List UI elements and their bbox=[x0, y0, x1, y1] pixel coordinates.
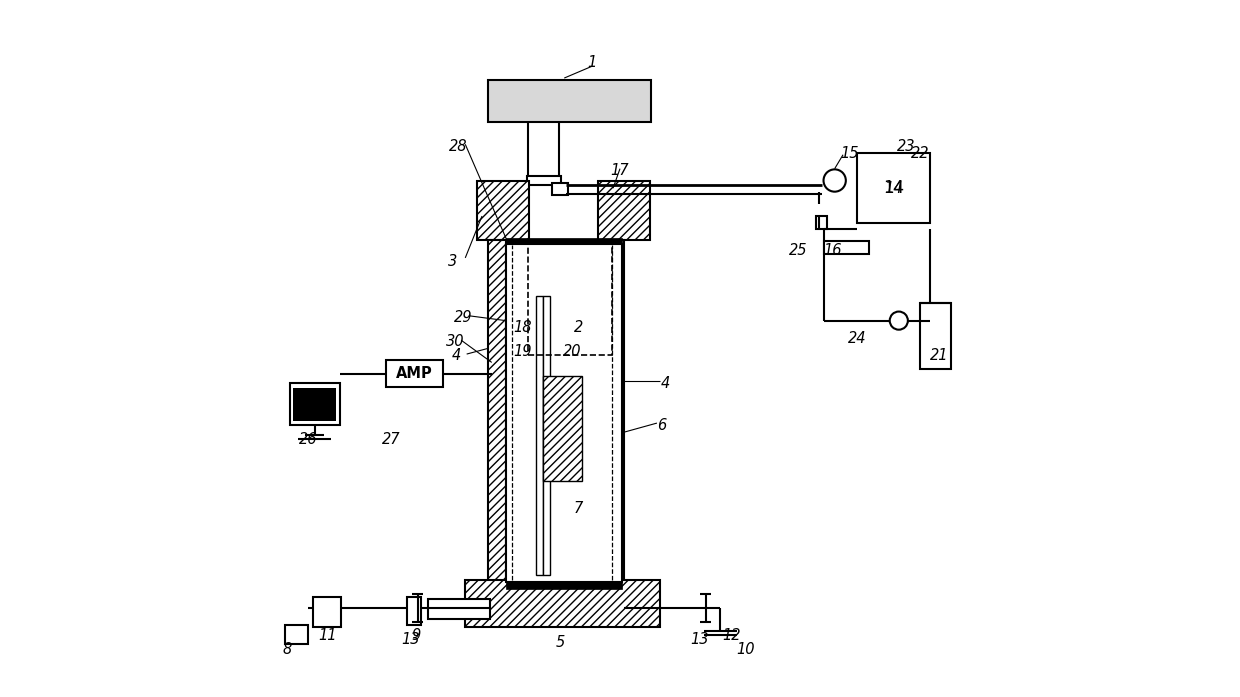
Text: 4: 4 bbox=[451, 348, 461, 363]
Bar bbox=[506, 244, 622, 582]
Text: 14: 14 bbox=[883, 179, 904, 197]
Bar bbox=[293, 388, 336, 421]
Bar bbox=[543, 376, 582, 481]
Text: 14: 14 bbox=[884, 181, 903, 196]
Text: 30: 30 bbox=[446, 334, 465, 349]
Bar bbox=[552, 183, 568, 195]
Bar bbox=[487, 80, 651, 122]
Text: 15: 15 bbox=[841, 146, 859, 161]
Bar bbox=[598, 181, 650, 240]
Text: 25: 25 bbox=[789, 243, 807, 259]
Bar bbox=[920, 303, 951, 369]
Bar bbox=[285, 625, 308, 644]
Text: 13: 13 bbox=[691, 632, 709, 648]
Bar bbox=[386, 360, 443, 387]
Text: 23: 23 bbox=[897, 139, 915, 154]
Text: 20: 20 bbox=[563, 344, 582, 360]
Text: 24: 24 bbox=[848, 330, 867, 346]
Bar bbox=[487, 240, 506, 589]
Text: 11: 11 bbox=[317, 628, 336, 643]
Text: 13: 13 bbox=[402, 632, 420, 648]
Bar bbox=[477, 181, 529, 240]
Circle shape bbox=[823, 169, 846, 192]
Text: 16: 16 bbox=[823, 243, 842, 259]
Bar bbox=[527, 176, 560, 185]
Text: 4: 4 bbox=[661, 376, 670, 391]
Text: 28: 28 bbox=[449, 139, 467, 154]
Bar bbox=[543, 296, 551, 575]
Bar bbox=[506, 582, 622, 589]
Text: 9: 9 bbox=[412, 628, 422, 643]
Text: 1: 1 bbox=[588, 55, 596, 70]
Bar bbox=[408, 597, 422, 625]
Bar bbox=[506, 238, 622, 245]
Text: 3: 3 bbox=[448, 254, 458, 269]
Bar bbox=[536, 296, 543, 575]
Bar bbox=[314, 597, 341, 627]
Text: 27: 27 bbox=[382, 431, 401, 447]
Text: 26: 26 bbox=[299, 431, 317, 447]
Text: 17: 17 bbox=[611, 163, 629, 178]
Text: 2: 2 bbox=[574, 320, 583, 335]
Text: 10: 10 bbox=[737, 642, 755, 657]
Text: 6: 6 bbox=[657, 418, 666, 433]
Bar bbox=[528, 244, 611, 355]
Bar bbox=[290, 383, 340, 425]
Bar bbox=[816, 216, 827, 229]
Text: 22: 22 bbox=[910, 146, 929, 161]
Bar bbox=[825, 241, 869, 254]
Text: 18: 18 bbox=[513, 320, 532, 335]
Bar bbox=[857, 153, 930, 223]
Text: 21: 21 bbox=[930, 348, 949, 363]
Text: 19: 19 bbox=[513, 344, 532, 360]
Circle shape bbox=[890, 312, 908, 330]
Text: AMP: AMP bbox=[396, 366, 433, 381]
Bar bbox=[465, 580, 661, 627]
Text: 12: 12 bbox=[722, 628, 740, 643]
Text: 29: 29 bbox=[454, 309, 472, 325]
Text: 8: 8 bbox=[283, 642, 291, 657]
Bar bbox=[428, 599, 490, 619]
Bar bbox=[606, 240, 624, 589]
Text: 5: 5 bbox=[556, 635, 565, 650]
Text: 7: 7 bbox=[574, 501, 583, 516]
